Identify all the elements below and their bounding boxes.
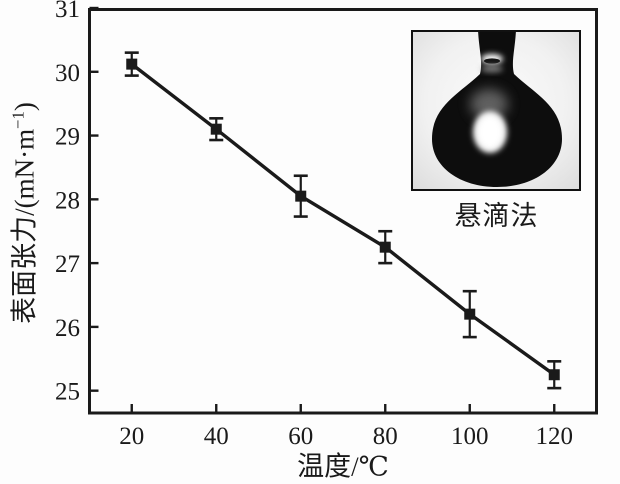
y-tick-label: 27: [55, 251, 80, 278]
data-point: [295, 190, 307, 202]
data-point: [548, 369, 560, 381]
y-tick-label: 30: [55, 60, 80, 87]
y-tick-label: 29: [55, 124, 80, 151]
y-tick-label: 26: [55, 315, 80, 342]
data-point: [464, 308, 476, 320]
data-point: [126, 58, 138, 70]
plot-border: [88, 8, 598, 415]
pendant-drop-image: [413, 30, 579, 189]
x-tick-label: 80: [373, 423, 398, 450]
inset-photo-frame: [411, 30, 581, 191]
series-line: [130, 62, 556, 377]
y-axis-title-superscript: −1: [8, 111, 28, 129]
y-tick-label: 25: [55, 379, 80, 406]
y-tick-label: 28: [55, 187, 80, 214]
data-point: [210, 123, 222, 135]
x-tick-label: 60: [288, 423, 313, 450]
axis-ticks: [89, 6, 556, 413]
neck-highlight-arc: [481, 65, 503, 73]
y-tick-label: 31: [55, 0, 80, 23]
axis-tick-labels: 20 40 60 80 100 120 25 26 27 28 29 30 31: [55, 0, 573, 450]
y-axis-title-suffix: ): [9, 102, 40, 112]
y-axis-title-text: 表面张力/(mN·m: [9, 128, 40, 324]
x-tick-label: 100: [451, 423, 489, 450]
x-tick-label: 40: [204, 423, 229, 450]
x-axis-title: 温度/℃: [297, 451, 389, 482]
drop-highlight: [477, 115, 503, 149]
drop-glow: [470, 89, 508, 119]
data-point: [379, 241, 391, 253]
y-axis-title: 表面张力/(mN·m−1): [3, 102, 42, 324]
x-tick-label: 20: [119, 423, 144, 450]
inset-caption: 悬滴法: [454, 201, 539, 231]
x-tick-label: 120: [536, 423, 574, 450]
neck-highlight-gap: [484, 58, 500, 64]
data-series: [124, 51, 562, 390]
